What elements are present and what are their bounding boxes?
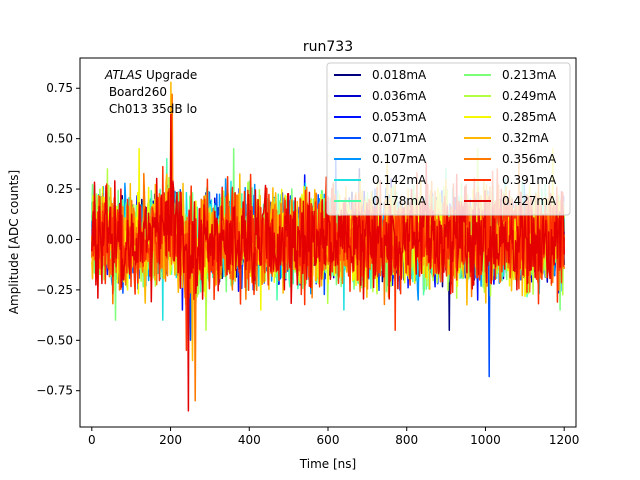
legend-label: 0.356mA — [502, 152, 557, 166]
annotation-channel: Ch013 35dB lo — [105, 102, 197, 116]
y-tick-label: 0.75 — [46, 81, 73, 95]
y-tick-label: −0.75 — [36, 384, 73, 398]
legend-label: 0.018mA — [372, 68, 427, 82]
y-tick-label: 0.50 — [46, 132, 73, 146]
y-tick-label: −0.50 — [36, 333, 73, 347]
x-tick-label: 400 — [238, 433, 261, 447]
legend-label: 0.32mA — [502, 131, 549, 145]
annotation-board: Board260 — [105, 85, 167, 99]
chart-title: run733 — [303, 39, 353, 55]
legend: 0.018mA 0.036mA 0.053mA 0.071mA 0.107mA 0.142… — [326, 62, 571, 216]
atlas-annotation: ATLAS Upgrade Board260 Ch013 35dB lo — [104, 68, 197, 116]
x-tick-label: 800 — [395, 433, 418, 447]
legend-label: 0.107mA — [372, 152, 427, 166]
x-tick-label: 600 — [317, 433, 340, 447]
legend-label: 0.391mA — [502, 173, 557, 187]
legend-label: 0.249mA — [502, 89, 557, 103]
legend-label: 0.213mA — [502, 68, 557, 82]
x-tick-label: 200 — [159, 433, 182, 447]
svg-text:ATLAS Upgrade: ATLAS Upgrade — [104, 68, 197, 82]
x-tick-label: 0 — [88, 433, 96, 447]
y-axis-label: Amplitude [ADC counts] — [7, 170, 21, 314]
annotation-atlas: ATLAS — [104, 68, 143, 82]
legend-label: 0.285mA — [502, 110, 557, 124]
legend-label: 0.178mA — [372, 194, 427, 208]
x-tick-label: 1200 — [549, 433, 580, 447]
x-axis-ticks: 0 200 400 600 800 1000 1200 — [88, 427, 579, 447]
legend-frame — [326, 62, 571, 216]
x-axis-label: Time [ns] — [299, 457, 356, 471]
y-axis-ticks: −0.75 −0.50 −0.25 0.00 0.25 0.50 0.75 — [36, 81, 80, 398]
y-tick-label: 0.00 — [46, 232, 73, 246]
y-tick-label: −0.25 — [36, 283, 73, 297]
x-tick-label: 1000 — [470, 433, 501, 447]
y-tick-label: 0.25 — [46, 182, 73, 196]
legend-label: 0.053mA — [372, 110, 427, 124]
annotation-upgrade: Upgrade — [142, 68, 197, 82]
legend-label: 0.427mA — [502, 194, 557, 208]
legend-label: 0.071mA — [372, 131, 427, 145]
legend-label: 0.036mA — [372, 89, 427, 103]
legend-label: 0.142mA — [372, 173, 427, 187]
